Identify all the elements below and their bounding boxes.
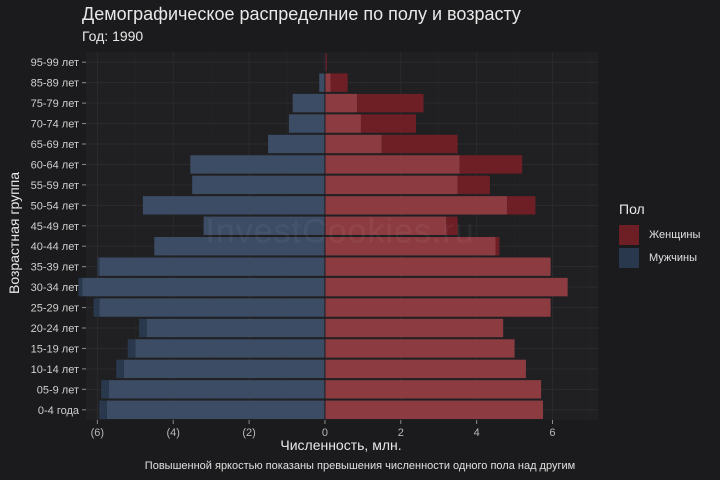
y-tick-label: 65-69 лет xyxy=(31,139,79,151)
y-tick-label: 15-19 лет xyxy=(31,343,79,355)
y-tick-label: 95-99 лет xyxy=(31,57,79,69)
bar-women xyxy=(324,359,526,379)
bar-men xyxy=(268,134,325,154)
y-tick-label: 35-39 лет xyxy=(31,262,79,274)
x-tick-label: (2) xyxy=(242,427,255,439)
y-axis-label: Возрастная группа xyxy=(6,171,22,295)
bar-women xyxy=(324,339,515,358)
legend-item-women: Женщины xyxy=(619,224,700,246)
legend-item-men: Мужчины xyxy=(619,247,697,269)
bar-men xyxy=(190,155,325,174)
bar-women xyxy=(324,196,507,215)
bar-women xyxy=(324,257,551,276)
x-tick-label: 2 xyxy=(398,427,404,439)
bar-men xyxy=(135,339,325,358)
bar-men xyxy=(123,359,325,379)
bar-men xyxy=(99,257,325,276)
bar-men-excess xyxy=(116,359,124,379)
legend-title: Пол xyxy=(619,201,645,217)
bar-women xyxy=(324,134,382,154)
bar-women-excess xyxy=(457,175,490,195)
bar-men xyxy=(192,175,325,195)
chart-title: Демографическое распределние по полу и в… xyxy=(82,4,521,24)
x-tick-label: 6 xyxy=(549,427,555,439)
bar-men xyxy=(154,237,325,256)
bar-men-excess xyxy=(139,318,147,338)
y-tick-label: 40-44 лет xyxy=(31,241,79,253)
bar-women xyxy=(324,175,458,195)
y-tick-label: 05-9 лет xyxy=(37,384,79,396)
x-axis-label: Численность, млн. xyxy=(280,437,402,453)
y-tick-label: 70-74 лет xyxy=(31,119,79,131)
x-tick-label: (6) xyxy=(91,427,104,439)
legend-label-men: Мужчины xyxy=(649,252,698,264)
y-tick-label: 45-49 лет xyxy=(31,221,79,233)
bar-women-excess xyxy=(506,196,536,215)
bar-women xyxy=(324,277,568,297)
bar-men xyxy=(142,196,325,215)
y-tick-label: 75-79 лет xyxy=(31,98,79,110)
legend-key-men xyxy=(619,248,639,268)
bar-women-excess xyxy=(360,114,416,133)
bar-men-excess xyxy=(101,380,109,399)
bar-men xyxy=(319,73,325,92)
x-tick-label: 0 xyxy=(322,427,328,439)
bar-women xyxy=(324,380,542,399)
bar-women xyxy=(324,298,551,317)
bar-women xyxy=(324,400,544,419)
bar-women xyxy=(324,114,361,133)
bar-women xyxy=(324,237,496,256)
y-tick-label: 85-89 лет xyxy=(31,78,79,90)
bar-women-excess xyxy=(495,237,500,256)
plot-panel xyxy=(86,52,598,420)
y-tick-label: 50-54 лет xyxy=(31,200,79,212)
bar-men-excess xyxy=(78,277,83,297)
bar-men-excess xyxy=(127,339,136,358)
bar-women xyxy=(324,93,358,113)
bar-women-excess xyxy=(357,93,424,113)
y-tick-label: 25-29 лет xyxy=(31,303,79,315)
y-tick-label: 30-34 лет xyxy=(31,282,79,294)
bar-women xyxy=(324,216,447,235)
legend-label-women: Женщины xyxy=(649,229,701,241)
bar-men xyxy=(108,380,325,399)
bar-women-excess xyxy=(381,134,458,154)
bar-men xyxy=(99,298,325,317)
bar-men-excess xyxy=(93,298,100,317)
bar-men xyxy=(292,93,325,113)
chart-subtitle: Год: 1990 xyxy=(82,28,144,44)
bar-women-excess xyxy=(446,216,458,235)
bar-women xyxy=(324,318,504,338)
bar-women xyxy=(324,73,331,92)
y-tick-label: 60-64 лет xyxy=(31,159,79,171)
bar-men-excess xyxy=(97,257,100,276)
bar-men xyxy=(146,318,325,338)
bar-men xyxy=(203,216,325,235)
bar-men xyxy=(106,400,325,419)
y-tick-label: 20-24 лет xyxy=(31,323,79,335)
bar-men-excess xyxy=(99,400,107,419)
legend-key-women xyxy=(619,225,639,245)
bar-men xyxy=(82,277,325,297)
y-tick-label: 55-59 лет xyxy=(31,180,79,192)
chart-caption: Повышенной яркостью показаны превышения … xyxy=(144,460,576,472)
bar-women-excess xyxy=(459,155,523,174)
bar-women-excess xyxy=(330,73,348,92)
x-tick-label: (4) xyxy=(167,427,180,439)
y-tick-label: 10-14 лет xyxy=(31,364,79,376)
y-tick-label: 0-4 года xyxy=(38,405,80,417)
bar-men xyxy=(288,114,325,133)
bar-women-excess xyxy=(325,53,327,72)
watermark-text: InvestCookies.ru xyxy=(205,213,474,252)
x-tick-label: 4 xyxy=(474,427,480,439)
bar-women xyxy=(324,155,460,174)
